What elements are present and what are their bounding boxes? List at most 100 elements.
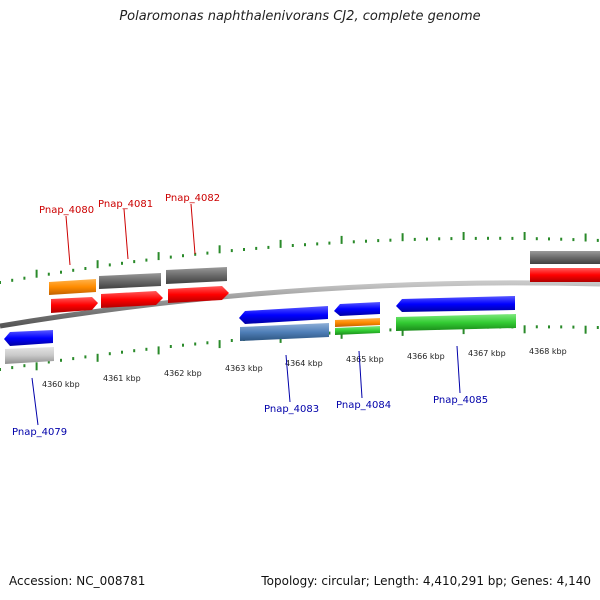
- gene-pnap-4085-feature[interactable]: [396, 314, 516, 331]
- major-tick: [218, 245, 221, 254]
- minor-tick: [511, 236, 514, 240]
- minor-tick: [230, 249, 233, 253]
- gene-pnap-4084-feature-a[interactable]: [335, 318, 380, 327]
- minor-tick: [60, 358, 62, 362]
- minor-tick: [72, 268, 75, 272]
- tick-label-4363: 4363 kbp: [225, 364, 263, 373]
- topology-summary: Topology: circular; Length: 4,410,291 bp…: [261, 574, 591, 588]
- tick-label-4360: 4360 kbp: [42, 380, 80, 389]
- tick-label-4365: 4365 kbp: [346, 355, 384, 364]
- major-tick: [157, 346, 160, 355]
- tick-label-4367: 4367 kbp: [468, 349, 506, 358]
- minor-tick: [108, 352, 111, 356]
- minor-tick: [206, 341, 209, 345]
- minor-tick: [47, 272, 50, 276]
- minor-tick: [169, 345, 172, 348]
- genome-backbone: [0, 280, 600, 329]
- gene-pnap-4083[interactable]: [239, 306, 328, 324]
- minor-tick: [84, 355, 87, 359]
- minor-tick: [572, 325, 575, 329]
- minor-tick: [535, 237, 538, 241]
- gene-pnap-4085[interactable]: [396, 296, 515, 312]
- minor-tick: [72, 357, 75, 361]
- minor-tick: [133, 349, 136, 353]
- minor-tick: [596, 326, 599, 329]
- minor-tick: [133, 260, 136, 264]
- gene-pnap-4083-feature[interactable]: [240, 323, 329, 341]
- minor-tick: [255, 246, 258, 250]
- minor-tick: [352, 240, 355, 244]
- major-tick: [462, 326, 465, 335]
- minor-tick: [267, 245, 270, 249]
- gene-pnap-4081-feature[interactable]: [99, 273, 161, 289]
- minor-tick: [328, 331, 331, 335]
- minor-tick: [572, 238, 575, 242]
- tick-label-4361: 4361 kbp: [103, 374, 141, 383]
- minor-tick: [413, 237, 416, 241]
- gene-pnap-4080-feature[interactable]: [49, 279, 96, 295]
- gene-pnap-4082[interactable]: [168, 286, 229, 303]
- minor-tick: [535, 325, 538, 329]
- gene-pnap-4084[interactable]: [334, 302, 380, 316]
- label-pnap-4083[interactable]: Pnap_4083: [264, 404, 319, 415]
- minor-tick: [438, 237, 441, 241]
- label-pnap-4079[interactable]: Pnap_4079: [12, 427, 67, 438]
- minor-tick: [365, 239, 367, 243]
- minor-tick: [243, 248, 245, 251]
- minor-tick: [84, 267, 87, 270]
- gene-pnap-4079-feature[interactable]: [5, 347, 54, 364]
- minor-tick: [0, 281, 1, 284]
- minor-tick: [182, 254, 184, 258]
- minor-tick: [548, 237, 550, 241]
- gene-pnap-4084-feature-b[interactable]: [335, 326, 380, 335]
- major-tick: [157, 252, 160, 261]
- minor-tick: [23, 276, 26, 280]
- minor-tick: [145, 258, 148, 262]
- minor-tick: [291, 244, 294, 247]
- label-pnap-4081[interactable]: Pnap_4081: [98, 199, 153, 210]
- minor-tick: [23, 364, 26, 368]
- major-tick: [523, 325, 526, 334]
- tick-label-4366: 4366 kbp: [407, 352, 445, 361]
- minor-tick: [0, 368, 1, 371]
- major-tick: [584, 325, 587, 334]
- minor-tick: [474, 236, 477, 240]
- gene-pnap-4079[interactable]: [4, 330, 53, 346]
- leader-pnap-4080: [65, 215, 71, 266]
- gene-right-edge[interactable]: [530, 268, 600, 282]
- minor-tick: [194, 252, 197, 256]
- label-pnap-4084[interactable]: Pnap_4084: [336, 400, 391, 411]
- minor-tick: [206, 251, 209, 255]
- minor-tick: [548, 325, 550, 329]
- tick-label-4364: 4364 kbp: [285, 359, 323, 368]
- minor-tick: [182, 343, 184, 347]
- major-tick: [96, 353, 99, 362]
- minor-tick: [194, 342, 197, 346]
- tick-label-4368: 4368 kbp: [529, 347, 567, 356]
- minor-tick: [560, 237, 563, 241]
- major-tick: [462, 232, 465, 240]
- label-pnap-4080[interactable]: Pnap_4080: [39, 205, 94, 216]
- minor-tick: [304, 243, 306, 247]
- label-pnap-4085[interactable]: Pnap_4085: [433, 395, 488, 406]
- major-tick: [340, 235, 343, 244]
- leader-pnap-4083: [285, 354, 291, 403]
- minor-tick: [450, 237, 453, 241]
- gene-pnap-4082-feature[interactable]: [166, 267, 227, 284]
- minor-tick: [316, 242, 319, 246]
- minor-tick: [121, 350, 123, 354]
- forward-strand-genes: [49, 251, 600, 313]
- minor-tick: [560, 325, 563, 329]
- major-tick: [340, 330, 343, 339]
- major-tick: [401, 233, 404, 242]
- gene-right-edge-feature[interactable]: [530, 251, 600, 264]
- major-tick: [96, 260, 99, 269]
- label-pnap-4082[interactable]: Pnap_4082: [165, 193, 220, 204]
- gene-pnap-4080[interactable]: [51, 297, 98, 313]
- minor-tick: [47, 360, 50, 364]
- forward-tick-marks: [0, 232, 599, 284]
- leader-pnap-4082: [190, 203, 196, 255]
- leader-pnap-4079: [31, 377, 39, 426]
- gene-pnap-4081[interactable]: [101, 291, 163, 308]
